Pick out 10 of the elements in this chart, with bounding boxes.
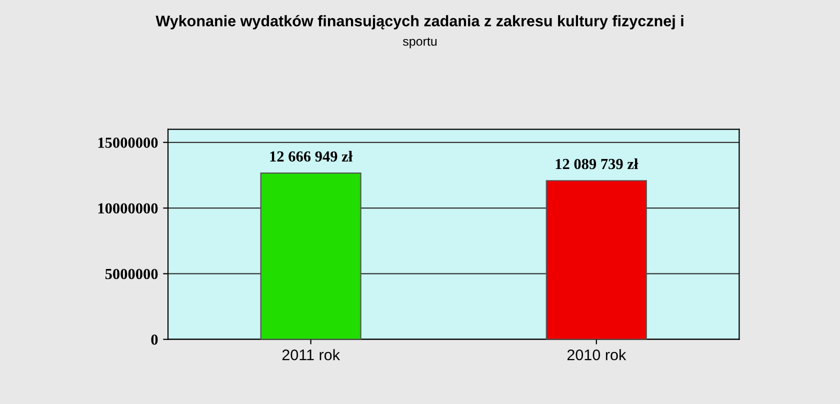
y-tick-label: 15000000	[98, 138, 158, 148]
y-tick-label: 5000000	[105, 268, 158, 280]
chart-title: Wykonanie wydatków finansujących zadania z zakresu kultury fizycznej i	[156, 15, 684, 30]
x-tick-label: 2010 rok	[567, 349, 626, 360]
data-label: 12 089 739 zł	[556, 158, 638, 170]
data-label: 12 666 949 zł	[270, 150, 353, 162]
x-tick-label: 2011 rok	[282, 349, 340, 360]
y-tick-label: 0	[151, 334, 158, 345]
y-tick-label: 10000000	[98, 203, 158, 214]
chart-subtitle: sportu	[402, 38, 437, 48]
